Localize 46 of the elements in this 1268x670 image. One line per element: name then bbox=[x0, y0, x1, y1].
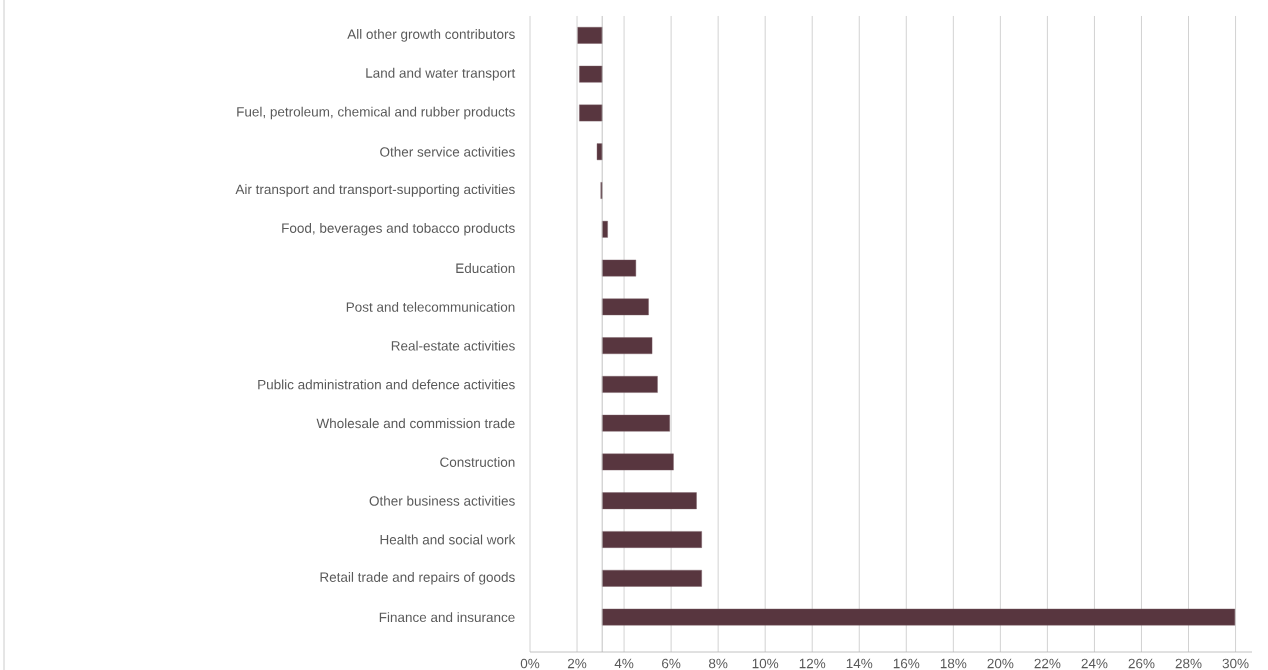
x-tick-label: 20% bbox=[987, 658, 1014, 669]
x-tick-label: 4% bbox=[614, 658, 634, 669]
x-tick-label: 10% bbox=[752, 658, 779, 669]
bar bbox=[602, 453, 674, 471]
bar bbox=[602, 531, 702, 548]
bar bbox=[602, 608, 1236, 626]
x-tick-label: 14% bbox=[846, 658, 873, 669]
bar bbox=[602, 298, 649, 316]
x-tick-label: 28% bbox=[1175, 658, 1202, 669]
x-tick-label: 26% bbox=[1128, 658, 1155, 669]
y-tick-label: Public administration and defence activities bbox=[258, 379, 515, 390]
bar bbox=[596, 143, 603, 161]
x-tick-label: 8% bbox=[708, 658, 728, 669]
bar bbox=[602, 492, 697, 510]
x-tick-label: 16% bbox=[893, 658, 920, 669]
bar bbox=[602, 569, 702, 587]
y-tick-label: Food, beverages and tobacco products bbox=[282, 223, 515, 236]
x-tick-label: 22% bbox=[1034, 658, 1061, 669]
bar bbox=[579, 65, 603, 83]
y-tick-label: Air transport and transport-supporting activities bbox=[235, 184, 515, 197]
x-tick-label: 2% bbox=[567, 658, 587, 669]
bar bbox=[602, 337, 653, 354]
y-tick-label: All other growth contributors bbox=[347, 29, 515, 42]
x-tick-label: 12% bbox=[799, 658, 826, 669]
bar bbox=[602, 259, 637, 277]
y-tick-label: Other business activities bbox=[369, 495, 515, 506]
y-tick-label: Land and water transport bbox=[366, 67, 516, 81]
x-tick-label: 0% bbox=[520, 658, 540, 669]
y-tick-label: Other service activities bbox=[380, 146, 515, 157]
bar bbox=[602, 414, 670, 432]
y-tick-label: Finance and insurance bbox=[379, 612, 515, 623]
y-tick-label: Health and social work bbox=[380, 534, 516, 545]
x-tick-label: 30% bbox=[1222, 658, 1249, 669]
x-tick-label: 6% bbox=[662, 658, 681, 669]
bar bbox=[602, 376, 658, 393]
y-tick-label: Post and telecommunication bbox=[346, 301, 515, 312]
bar bbox=[577, 27, 603, 44]
y-tick-label: Fuel, petroleum, chemical and rubber products bbox=[237, 106, 515, 120]
x-tick-label: 24% bbox=[1081, 658, 1108, 669]
y-tick-label: Wholesale and commission trade bbox=[316, 418, 515, 429]
y-tick-label: Real-estate activities bbox=[391, 340, 515, 351]
y-tick-label: Retail trade and repairs of goods bbox=[320, 572, 515, 585]
x-tick-label: 18% bbox=[940, 658, 967, 669]
y-tick-label: Construction bbox=[440, 457, 515, 467]
bar bbox=[579, 104, 603, 122]
y-tick-label: Education bbox=[456, 263, 515, 274]
